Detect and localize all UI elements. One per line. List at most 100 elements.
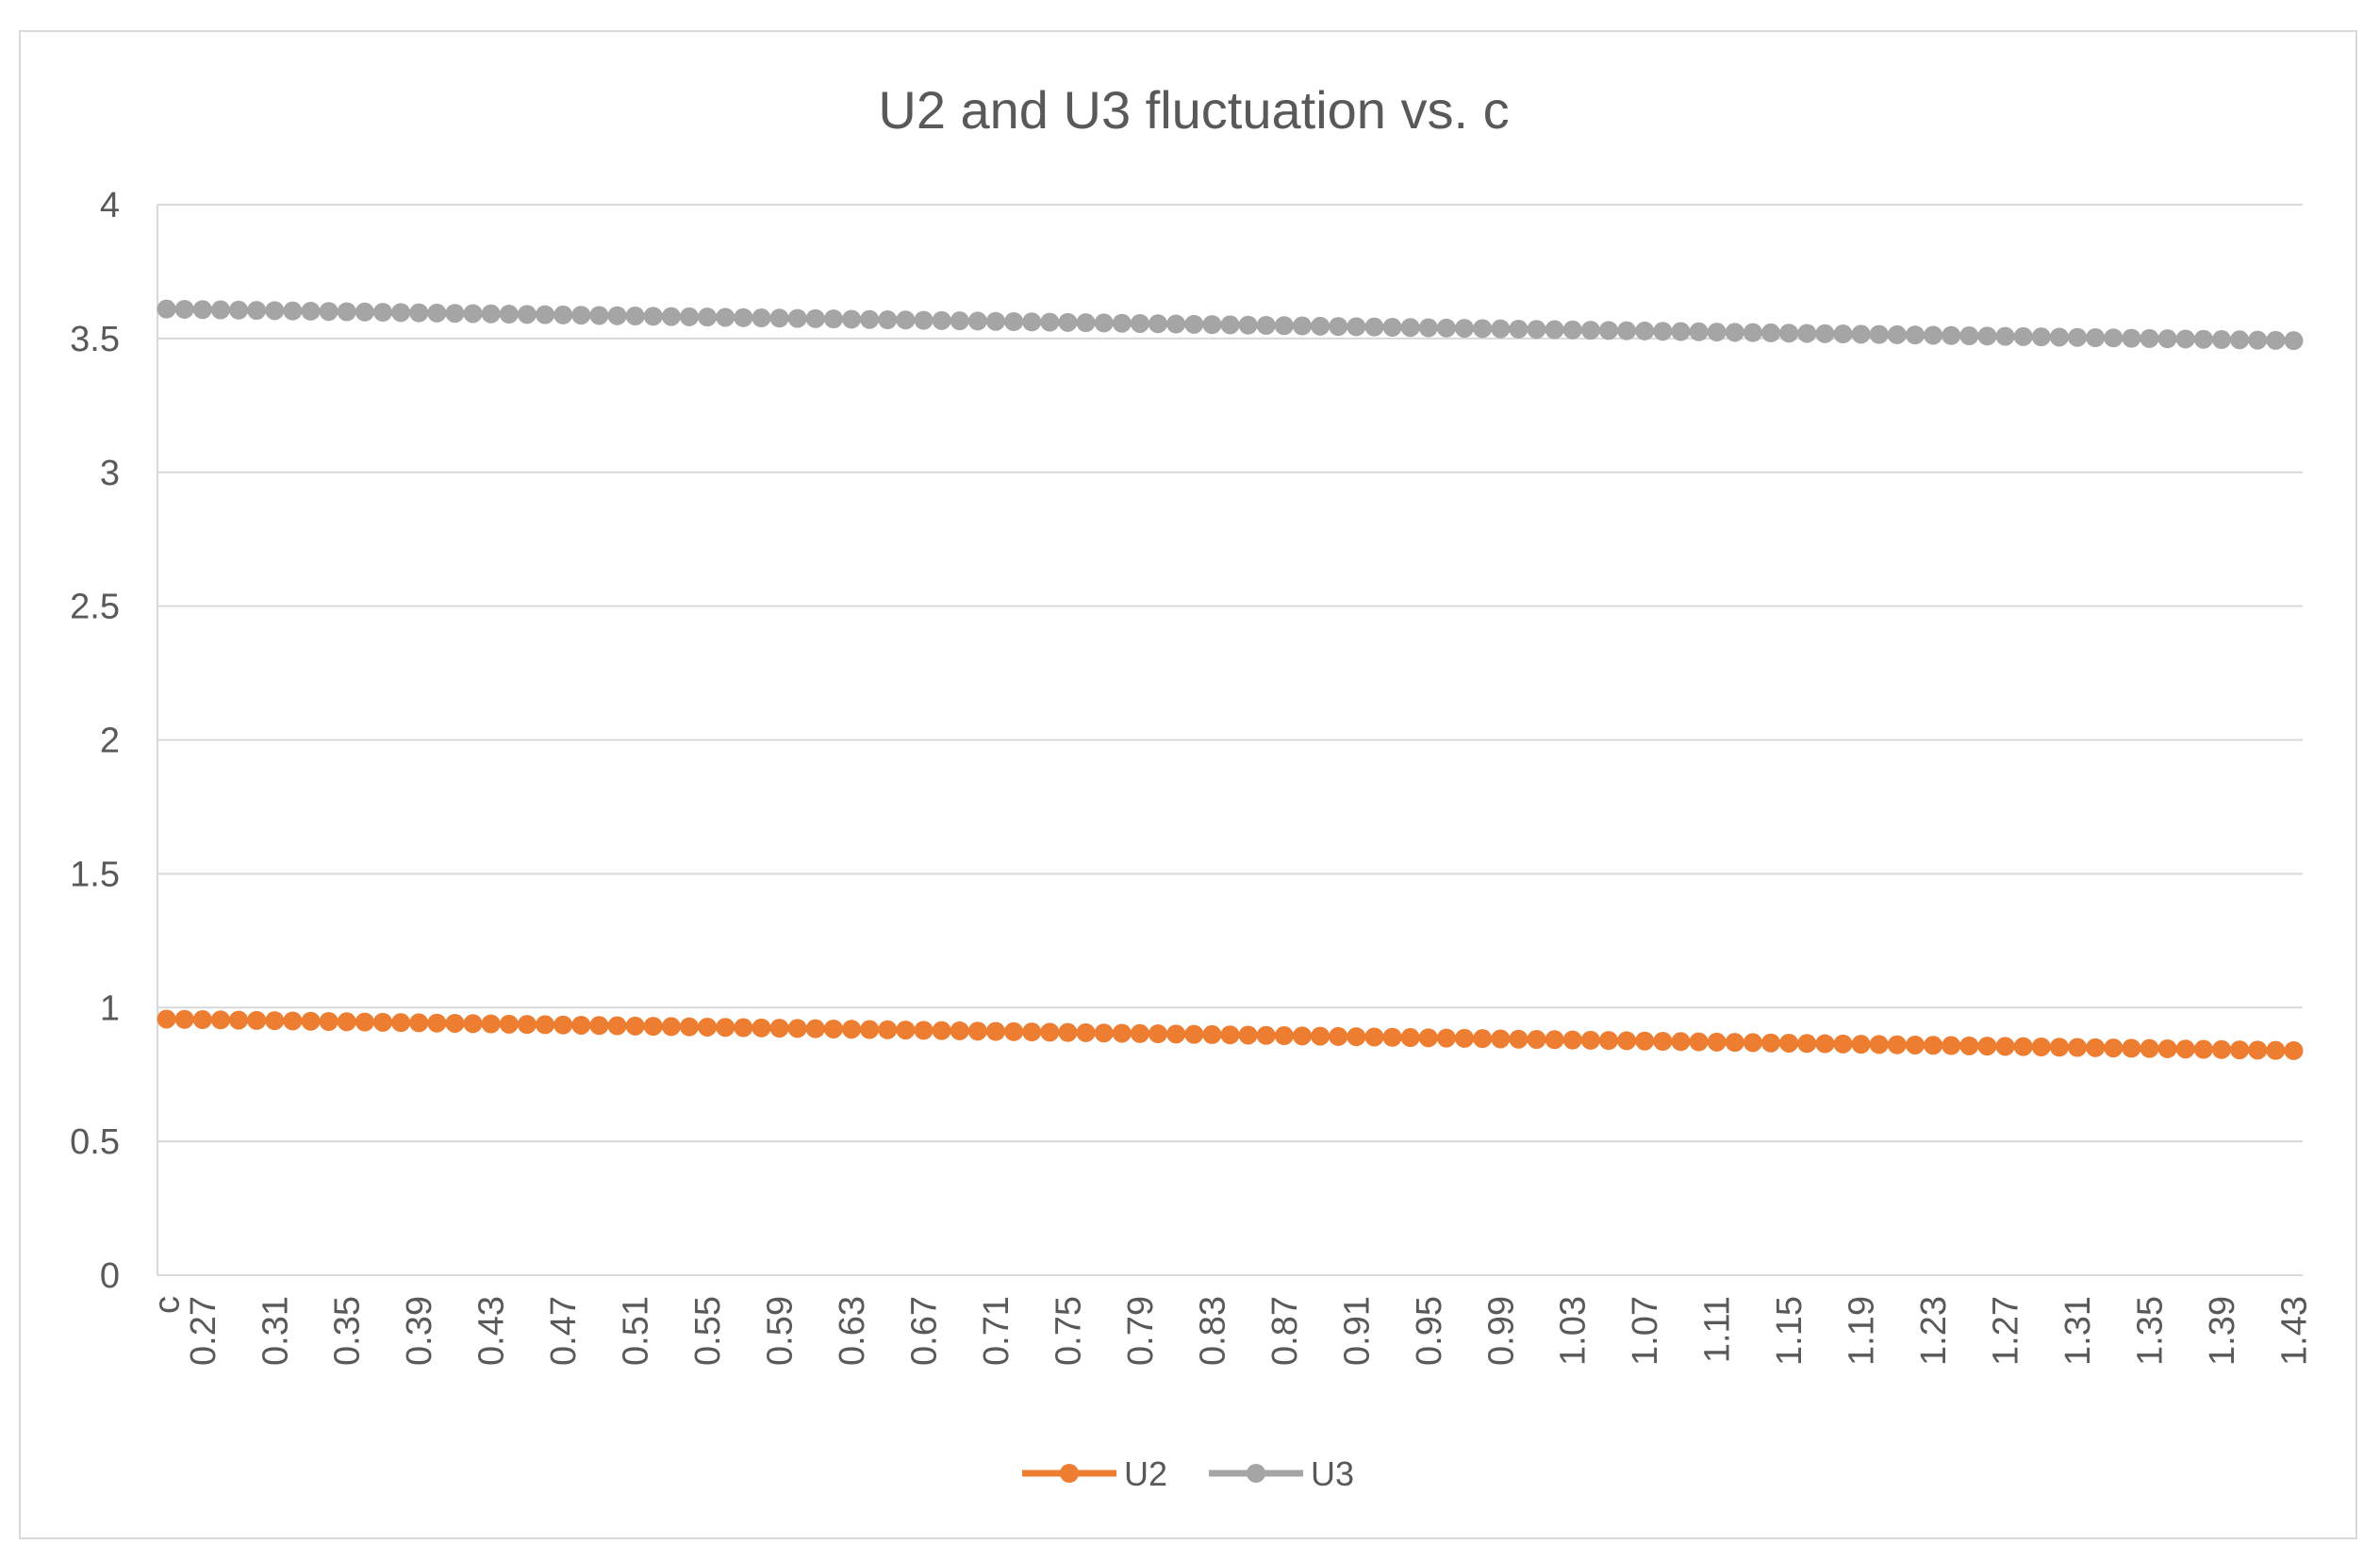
data-point (643, 1017, 663, 1037)
y-tick-label: 3 (100, 454, 120, 493)
data-point (1400, 1028, 1420, 1048)
data-point (1815, 1034, 1835, 1054)
data-point (1995, 1037, 2015, 1056)
data-point (842, 1020, 862, 1039)
data-point (1256, 1025, 1276, 1045)
data-point (481, 1014, 501, 1034)
data-point (427, 303, 447, 323)
data-point (1671, 1032, 1691, 1052)
data-point (950, 311, 969, 331)
data-point (1797, 324, 1817, 343)
gridlines (157, 204, 2303, 1276)
data-point (769, 308, 789, 328)
data-point (1473, 319, 1493, 339)
data-point (914, 1021, 934, 1040)
data-point (1311, 316, 1330, 336)
data-point (985, 311, 1005, 331)
x-tick-label: 0.87 (1265, 1296, 1305, 1366)
series-u2 (157, 1009, 2304, 1060)
data-point (1292, 1026, 1312, 1046)
data-point (1184, 1024, 1204, 1044)
data-point (1815, 324, 1835, 343)
data-point (319, 302, 339, 322)
data-point (2175, 329, 2195, 349)
data-point (481, 304, 501, 324)
x-tick-label: c (148, 1296, 188, 1314)
x-axis-tick-labels: c0.27 0.31 0.35 0.39 0.43 0.47 0.51 0.55 0.59 0.6… (148, 1296, 2315, 1366)
data-point (2086, 1038, 2106, 1057)
x-tick-label: 0.83 (1193, 1296, 1232, 1366)
data-point (607, 1016, 627, 1036)
data-point (1382, 1027, 1402, 1047)
x-tick-label: 1.07 (1626, 1296, 1665, 1366)
data-point (752, 1018, 771, 1038)
data-point (1851, 1035, 1871, 1055)
data-point (301, 1011, 321, 1031)
data-point (2104, 328, 2124, 348)
data-point (1959, 1036, 1979, 1055)
data-point (1058, 1022, 1078, 1042)
x-tick-label: 1.27 (1987, 1296, 2026, 1366)
data-point (1851, 324, 1871, 344)
data-point (2140, 1038, 2159, 1058)
data-point (2068, 1038, 2088, 1057)
data-point (661, 1017, 681, 1037)
data-point (967, 311, 987, 331)
line-chart: U2 and U3 fluctuation vs. c 00.511.522.5… (70, 80, 2315, 1493)
data-point (2193, 329, 2213, 349)
data-point (1869, 1035, 1889, 1055)
data-point (1761, 1033, 1781, 1053)
data-point (2157, 1038, 2177, 1058)
data-point (2049, 327, 2069, 347)
y-tick-label: 1.5 (70, 855, 120, 894)
series-layer (157, 299, 2304, 1060)
data-point (517, 305, 537, 324)
y-tick-label: 0.5 (70, 1122, 120, 1162)
data-point (1166, 314, 1186, 334)
data-point (1238, 1025, 1258, 1045)
data-point (1238, 315, 1258, 335)
data-point (1905, 325, 1925, 345)
data-point (2157, 329, 2177, 349)
x-tick-label: 0.43 (472, 1296, 512, 1366)
data-point (2049, 1038, 2069, 1057)
data-point (1382, 317, 1402, 337)
data-point (372, 1012, 392, 1032)
data-point (1112, 1023, 1132, 1043)
y-axis-tick-labels: 0 0.5 1 1.5 2 2.5 3 3.5 4 (70, 186, 120, 1296)
data-point (1671, 322, 1691, 341)
data-point (463, 1014, 483, 1034)
data-point (1436, 318, 1456, 338)
data-point (1455, 319, 1475, 339)
x-tick-label: 0.55 (688, 1296, 728, 1366)
data-point (499, 1014, 519, 1034)
data-point (265, 1011, 285, 1031)
data-point (174, 299, 194, 319)
data-point (1995, 326, 2015, 346)
data-point (1329, 317, 1348, 337)
data-point (1436, 1028, 1456, 1048)
data-point (1833, 1034, 1853, 1054)
chart-title: U2 and U3 fluctuation vs. c (878, 80, 1509, 140)
data-point (1094, 1023, 1114, 1043)
data-point (1220, 315, 1240, 335)
data-point (2140, 328, 2159, 348)
data-point (391, 1013, 411, 1033)
data-point (445, 1013, 465, 1033)
data-point (1545, 1030, 1564, 1050)
data-point (229, 300, 249, 320)
data-point (2266, 330, 2286, 350)
data-point (1347, 1027, 1366, 1047)
data-point (967, 1021, 987, 1041)
data-point (265, 301, 285, 321)
data-point (860, 309, 880, 329)
data-point (1562, 1030, 1582, 1050)
data-point (283, 1011, 303, 1031)
data-point (2122, 1038, 2141, 1058)
data-point (787, 1019, 807, 1038)
data-point (698, 1017, 718, 1037)
x-tick-label: 1.15 (1770, 1296, 1810, 1366)
data-point (878, 310, 898, 330)
y-tick-label: 0 (100, 1256, 120, 1296)
x-tick-label: 0.59 (761, 1296, 801, 1366)
